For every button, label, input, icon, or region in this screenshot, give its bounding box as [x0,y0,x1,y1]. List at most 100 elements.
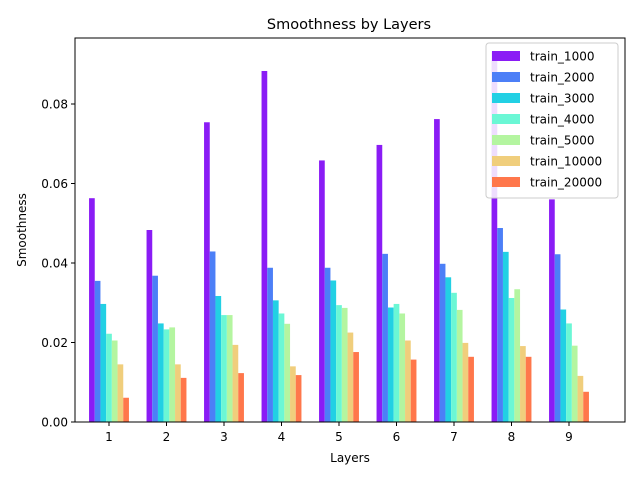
bar-train_3000-layer-1 [100,303,107,422]
bar-train_10000-layer-6 [405,340,411,422]
bar-train_5000-layer-8 [514,289,521,422]
bar-train_4000-layer-8 [508,297,515,422]
x-tick-label: 5 [335,430,343,444]
x-tick-label: 4 [278,430,286,444]
bar-train_5000-layer-2 [169,327,176,422]
bar-train_4000-layer-6 [393,303,400,422]
legend-swatch [492,135,520,145]
x-tick-label: 6 [393,430,401,444]
legend-swatch [492,177,520,187]
bar-train_10000-layer-3 [232,344,239,422]
bar-train_1000-layer-8 [491,51,498,423]
series-train_5000 [111,289,578,422]
y-tick-label: 0.06 [41,177,68,191]
y-axis-label: Smoothness [15,193,29,267]
plot-frame [74,37,626,423]
legend-swatch [492,51,520,61]
legend-item-train_4000: train_4000 [492,113,594,127]
legend-label: train_3000 [530,92,594,106]
bar-train_10000-layer-2 [175,364,181,422]
bar-train_5000-layer-4 [284,323,291,422]
bar-train_20000-layer-3 [238,373,244,422]
y-tick-label: 0.02 [41,336,68,350]
y-tick-label: 0.04 [41,256,68,270]
bar-train_1000-layer-2 [146,230,153,422]
legend-swatch [492,93,520,103]
series-train_10000 [117,332,584,422]
x-tick-label: 8 [508,430,516,444]
bar-train_10000-layer-8 [520,346,526,422]
series-train_20000 [123,352,589,422]
legend-label: train_20000 [530,176,602,190]
bar-train_4000-layer-4 [278,313,285,422]
bar-train_20000-layer-8 [525,356,532,422]
bar-train_2000-layer-6 [382,253,388,422]
bar-train_5000-layer-9 [571,345,578,422]
bar-train_20000-layer-1 [123,397,129,422]
legend-swatch [492,72,520,82]
bar-train_20000-layer-6 [410,359,417,422]
x-tick-label: 2 [163,430,171,444]
bar-train_3000-layer-3 [215,295,222,422]
bar-train_3000-layer-5 [330,280,337,422]
bar-train_2000-layer-3 [209,251,216,422]
legend-item-train_20000: train_20000 [492,176,602,190]
series-train_2000 [94,228,561,422]
bar-train_1000-layer-5 [319,160,325,422]
bar-train_5000-layer-7 [456,309,463,422]
bar-train_10000-layer-7 [462,342,469,422]
bar-train_1000-layer-7 [434,119,440,422]
x-tick-label: 3 [220,430,228,444]
series-train_4000 [106,292,572,422]
x-tick-label: 7 [450,430,458,444]
bar-train_1000-layer-3 [204,122,210,423]
bar-train_2000-layer-5 [324,267,331,422]
bar-train_10000-layer-9 [577,375,584,422]
bar-train_20000-layer-7 [468,356,474,422]
y-tick-label: 0.08 [41,97,68,111]
legend-item-train_5000: train_5000 [492,134,594,148]
legend-item-train_3000: train_3000 [492,92,594,106]
bar-train_20000-layer-2 [180,377,187,422]
bar-train_2000-layer-7 [439,263,446,422]
bar-train_2000-layer-2 [152,275,158,422]
legend-label: train_2000 [530,71,594,85]
legend: train_1000 train_2000 train_3000 train_4000… [485,42,619,199]
bar-train_1000-layer-9 [549,199,555,422]
legend-item-train_2000: train_2000 [492,71,594,85]
bar-train_5000-layer-1 [111,340,118,422]
legend-label: train_10000 [530,155,602,169]
x-tick-label: 9 [565,430,573,444]
chart-title: Smoothness by Layers [267,17,431,33]
bar-train_4000-layer-7 [451,292,457,422]
bar-train_10000-layer-4 [290,366,296,422]
bar-train_2000-layer-4 [267,267,273,422]
bar-train_1000-layer-1 [89,198,95,422]
legend-swatch [492,156,520,166]
bar-train_10000-layer-1 [117,364,124,422]
bar-train_3000-layer-7 [445,277,452,422]
ticks-layer: 1 2 3 4 5 6 7 8 9 0.00 0.02 0.04 0.06 0.08 [41,97,573,444]
legend-swatch [492,114,520,124]
bar-train_3000-layer-2 [157,323,164,422]
bar-train_5000-layer-5 [341,307,348,422]
bar-train_2000-layer-9 [554,254,561,422]
bar-train_5000-layer-3 [226,315,233,422]
bar-train_3000-layer-4 [272,300,279,422]
bar-train_3000-layer-6 [387,307,394,422]
series-train_3000 [100,251,567,422]
bar-train_1000-layer-4 [261,70,268,423]
y-tick-label: 0.00 [41,416,68,430]
bar-train_2000-layer-1 [94,280,101,422]
bar-train_20000-layer-5 [353,352,359,422]
bar-train_4000-layer-9 [566,323,572,422]
bar-train_10000-layer-5 [347,332,354,422]
legend-item-train_1000: train_1000 [492,50,594,64]
legend-label: train_5000 [530,134,594,148]
bars-layer [89,51,589,423]
bar-train_20000-layer-9 [583,391,589,422]
bar-train_5000-layer-6 [399,313,406,422]
bar-train_1000-layer-6 [376,144,383,422]
bar-train_20000-layer-4 [295,375,302,422]
